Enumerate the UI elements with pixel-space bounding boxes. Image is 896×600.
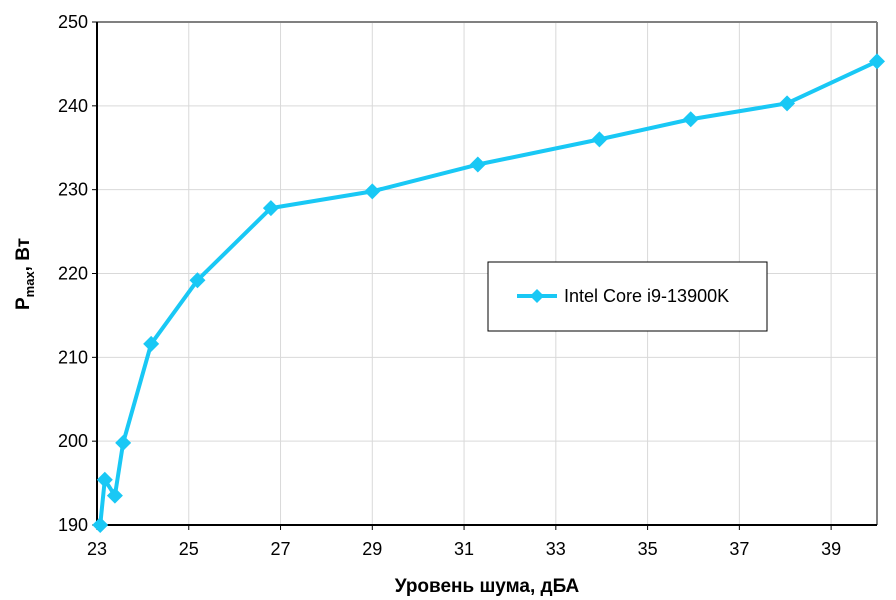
x-tick-label: 33: [546, 539, 566, 559]
data-point-marker: [189, 272, 206, 289]
data-point-marker: [591, 131, 608, 148]
data-point-marker: [115, 434, 132, 451]
legend: Intel Core i9-13900K: [487, 261, 768, 332]
x-tick-label: 37: [729, 539, 749, 559]
y-axis-title: Pmax, Вт: [13, 238, 37, 310]
y-tick-label: 230: [58, 180, 88, 200]
data-point-marker: [682, 111, 699, 128]
y-tick-label: 210: [58, 347, 88, 367]
tick-labels: 190 200 210 220 230 240 250 23 25 27 29 31 33 35 37 39: [58, 12, 841, 559]
data-point-marker: [779, 95, 796, 112]
x-axis-title: Уровень шума, дБА: [395, 576, 580, 597]
y-axis-title-tail: , Вт: [13, 238, 34, 271]
y-tick-label: 220: [58, 264, 88, 284]
data-point-marker: [469, 156, 486, 173]
series-layer: [92, 53, 885, 533]
x-tick-label: 35: [638, 539, 658, 559]
y-tick-label: 190: [58, 515, 88, 535]
y-tick-label: 250: [58, 12, 88, 32]
x-tick-label: 31: [454, 539, 474, 559]
y-axis-title-sub: max: [22, 271, 37, 298]
y-tick-label: 240: [58, 96, 88, 116]
data-point-marker: [143, 335, 160, 352]
data-point-marker: [262, 200, 279, 217]
x-tick-label: 39: [821, 539, 841, 559]
x-tick-label: 23: [87, 539, 107, 559]
x-tick-label: 25: [179, 539, 199, 559]
y-tick-label: 200: [58, 431, 88, 451]
legend-label: Intel Core i9-13900K: [564, 286, 729, 306]
x-tick-label: 27: [271, 539, 291, 559]
data-point-marker: [106, 487, 123, 504]
x-tick-label: 29: [362, 539, 382, 559]
data-point-marker: [364, 183, 381, 200]
data-point-marker: [96, 471, 113, 488]
data-point-marker: [869, 53, 885, 70]
legend-marker-diamond: [530, 289, 544, 303]
data-point-marker: [92, 517, 109, 533]
y-axis-title-main: P: [13, 297, 34, 310]
